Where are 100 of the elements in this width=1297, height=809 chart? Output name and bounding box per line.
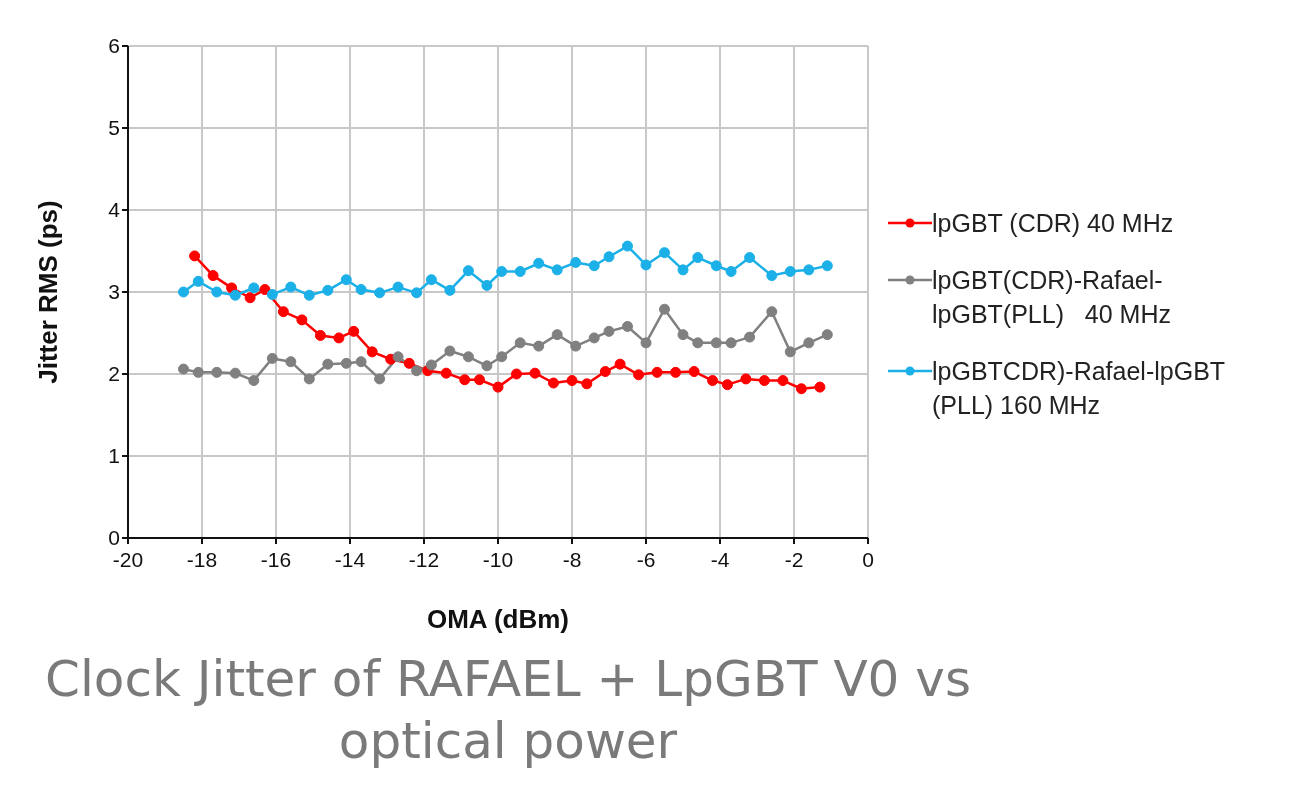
point	[603, 251, 615, 263]
point	[744, 252, 756, 264]
point	[259, 284, 271, 296]
x-tick-label: -12	[408, 547, 440, 571]
point	[570, 256, 582, 268]
point	[244, 292, 256, 304]
y-axis-title: Jitter RMS (ps)	[33, 200, 64, 384]
y-tick-label: 0	[108, 526, 120, 550]
point	[548, 377, 559, 389]
point	[784, 266, 796, 277]
point	[710, 260, 722, 272]
point	[248, 375, 260, 387]
point	[411, 287, 423, 299]
legend-label: lpGBTCDR)-Rafael-lpGBT (PLL) 160 MHz	[932, 355, 1226, 421]
point	[296, 314, 308, 326]
point	[514, 337, 526, 349]
point	[659, 303, 670, 315]
point	[440, 367, 452, 379]
point	[266, 352, 278, 364]
point	[721, 379, 733, 391]
text: Clock Jitter of RAFAEL + LpGBT V0 vs optical power	[44, 649, 972, 772]
point	[496, 266, 508, 277]
y-tick-label: 2	[108, 362, 120, 386]
point	[425, 359, 437, 371]
point	[211, 366, 223, 378]
x-tick-label: -16	[260, 547, 292, 571]
point	[444, 284, 456, 296]
point	[392, 281, 404, 293]
point	[340, 274, 352, 286]
point	[192, 275, 204, 287]
point	[529, 367, 541, 379]
point	[677, 264, 689, 276]
y-tick-label: 3	[108, 280, 120, 304]
point	[192, 366, 204, 378]
point	[277, 306, 289, 318]
x-tick-label: -14	[334, 547, 366, 571]
point	[633, 369, 645, 381]
point	[322, 358, 334, 370]
x-tick-label: -20	[112, 547, 144, 571]
point	[688, 366, 700, 378]
point	[303, 373, 315, 385]
point	[588, 260, 600, 272]
point	[677, 329, 689, 341]
point	[266, 288, 278, 300]
point	[511, 368, 522, 380]
point	[795, 383, 807, 395]
point	[622, 240, 633, 252]
point	[777, 375, 789, 387]
point	[444, 345, 456, 357]
y-tick-label: 5	[108, 116, 120, 140]
point	[707, 375, 719, 387]
point	[533, 257, 545, 269]
x-tick-label: -2	[784, 547, 804, 571]
point	[514, 266, 526, 277]
point	[588, 332, 600, 344]
point	[533, 340, 545, 352]
point	[285, 356, 297, 368]
x-tick-label: -4	[710, 547, 730, 571]
point	[744, 331, 756, 343]
x-tick-label: 0	[862, 547, 874, 571]
x-tick-label: -10	[482, 547, 514, 571]
x-axis-title: OMA (dBm)	[426, 604, 570, 634]
point	[566, 375, 578, 387]
point	[392, 351, 404, 363]
point	[740, 373, 752, 385]
point	[355, 284, 367, 296]
point	[178, 286, 189, 298]
point	[411, 365, 423, 377]
point	[766, 270, 778, 282]
point	[211, 286, 223, 298]
point	[821, 260, 833, 272]
point	[285, 281, 297, 293]
point	[622, 320, 633, 332]
point	[640, 259, 652, 271]
point	[248, 282, 260, 294]
point	[692, 337, 704, 349]
point	[758, 375, 770, 387]
point	[640, 337, 652, 349]
point	[481, 279, 493, 291]
point	[374, 287, 386, 299]
legend-label: lpGBT(CDR)-Rafael-lpGBT(PLL) 40 MHz	[932, 264, 1172, 330]
point	[474, 374, 485, 386]
legend-label: lpGBT (CDR) 40 MHz	[932, 207, 1174, 239]
point	[803, 337, 815, 349]
y-tick-label: 4	[108, 198, 121, 222]
point	[496, 351, 508, 363]
point	[178, 363, 189, 375]
point	[403, 357, 415, 369]
point	[322, 284, 334, 296]
point	[670, 366, 682, 378]
point	[229, 289, 241, 301]
point	[481, 360, 493, 372]
point	[314, 329, 326, 341]
point	[581, 378, 593, 390]
point	[459, 374, 471, 386]
point	[229, 367, 241, 379]
point	[570, 340, 582, 352]
point	[651, 366, 663, 378]
point	[492, 381, 504, 393]
point	[614, 358, 626, 370]
